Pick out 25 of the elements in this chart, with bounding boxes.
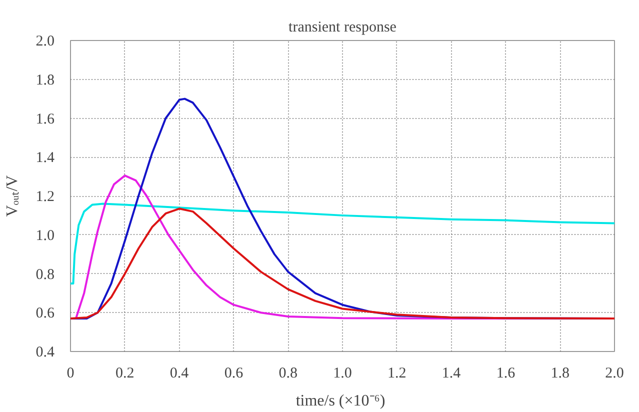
x-tick-label: 1.6 [496,366,516,382]
x-tick-label: 1.2 [388,366,406,382]
x-tick-label: 0.2 [116,366,134,382]
y-tick-label: 0.6 [36,306,55,322]
chart-title: transient response [288,20,397,36]
x-tick-label: 0 [66,366,74,382]
y-tick-label: 2.0 [36,34,54,50]
line-series [70,208,614,320]
y-tick-label: 1.0 [36,228,54,244]
y-tick-label: 0.8 [36,266,54,283]
x-tick-label: 1.0 [333,366,352,382]
x-tick-label: 1.4 [442,366,462,382]
y-tick-label: 0.4 [36,344,55,360]
y-tick-label: 1.4 [36,150,55,166]
y-axis-title: Vₒᵤₜ/V [4,174,21,217]
x-tick-label: 0.8 [278,366,298,382]
x-tick-label: 0.4 [170,366,190,382]
y-tick-label: 1.2 [36,189,54,205]
x-tick-label: 2.0 [605,366,624,382]
x-axis-title: time/s (×10⁻⁶) [296,392,386,410]
y-tick-label: 1.6 [36,111,55,128]
x-tick-label: 0.6 [224,366,244,382]
y-tick-label: 1.8 [36,72,54,88]
line-series [70,202,614,284]
x-tick-label: 1.8 [550,366,570,382]
